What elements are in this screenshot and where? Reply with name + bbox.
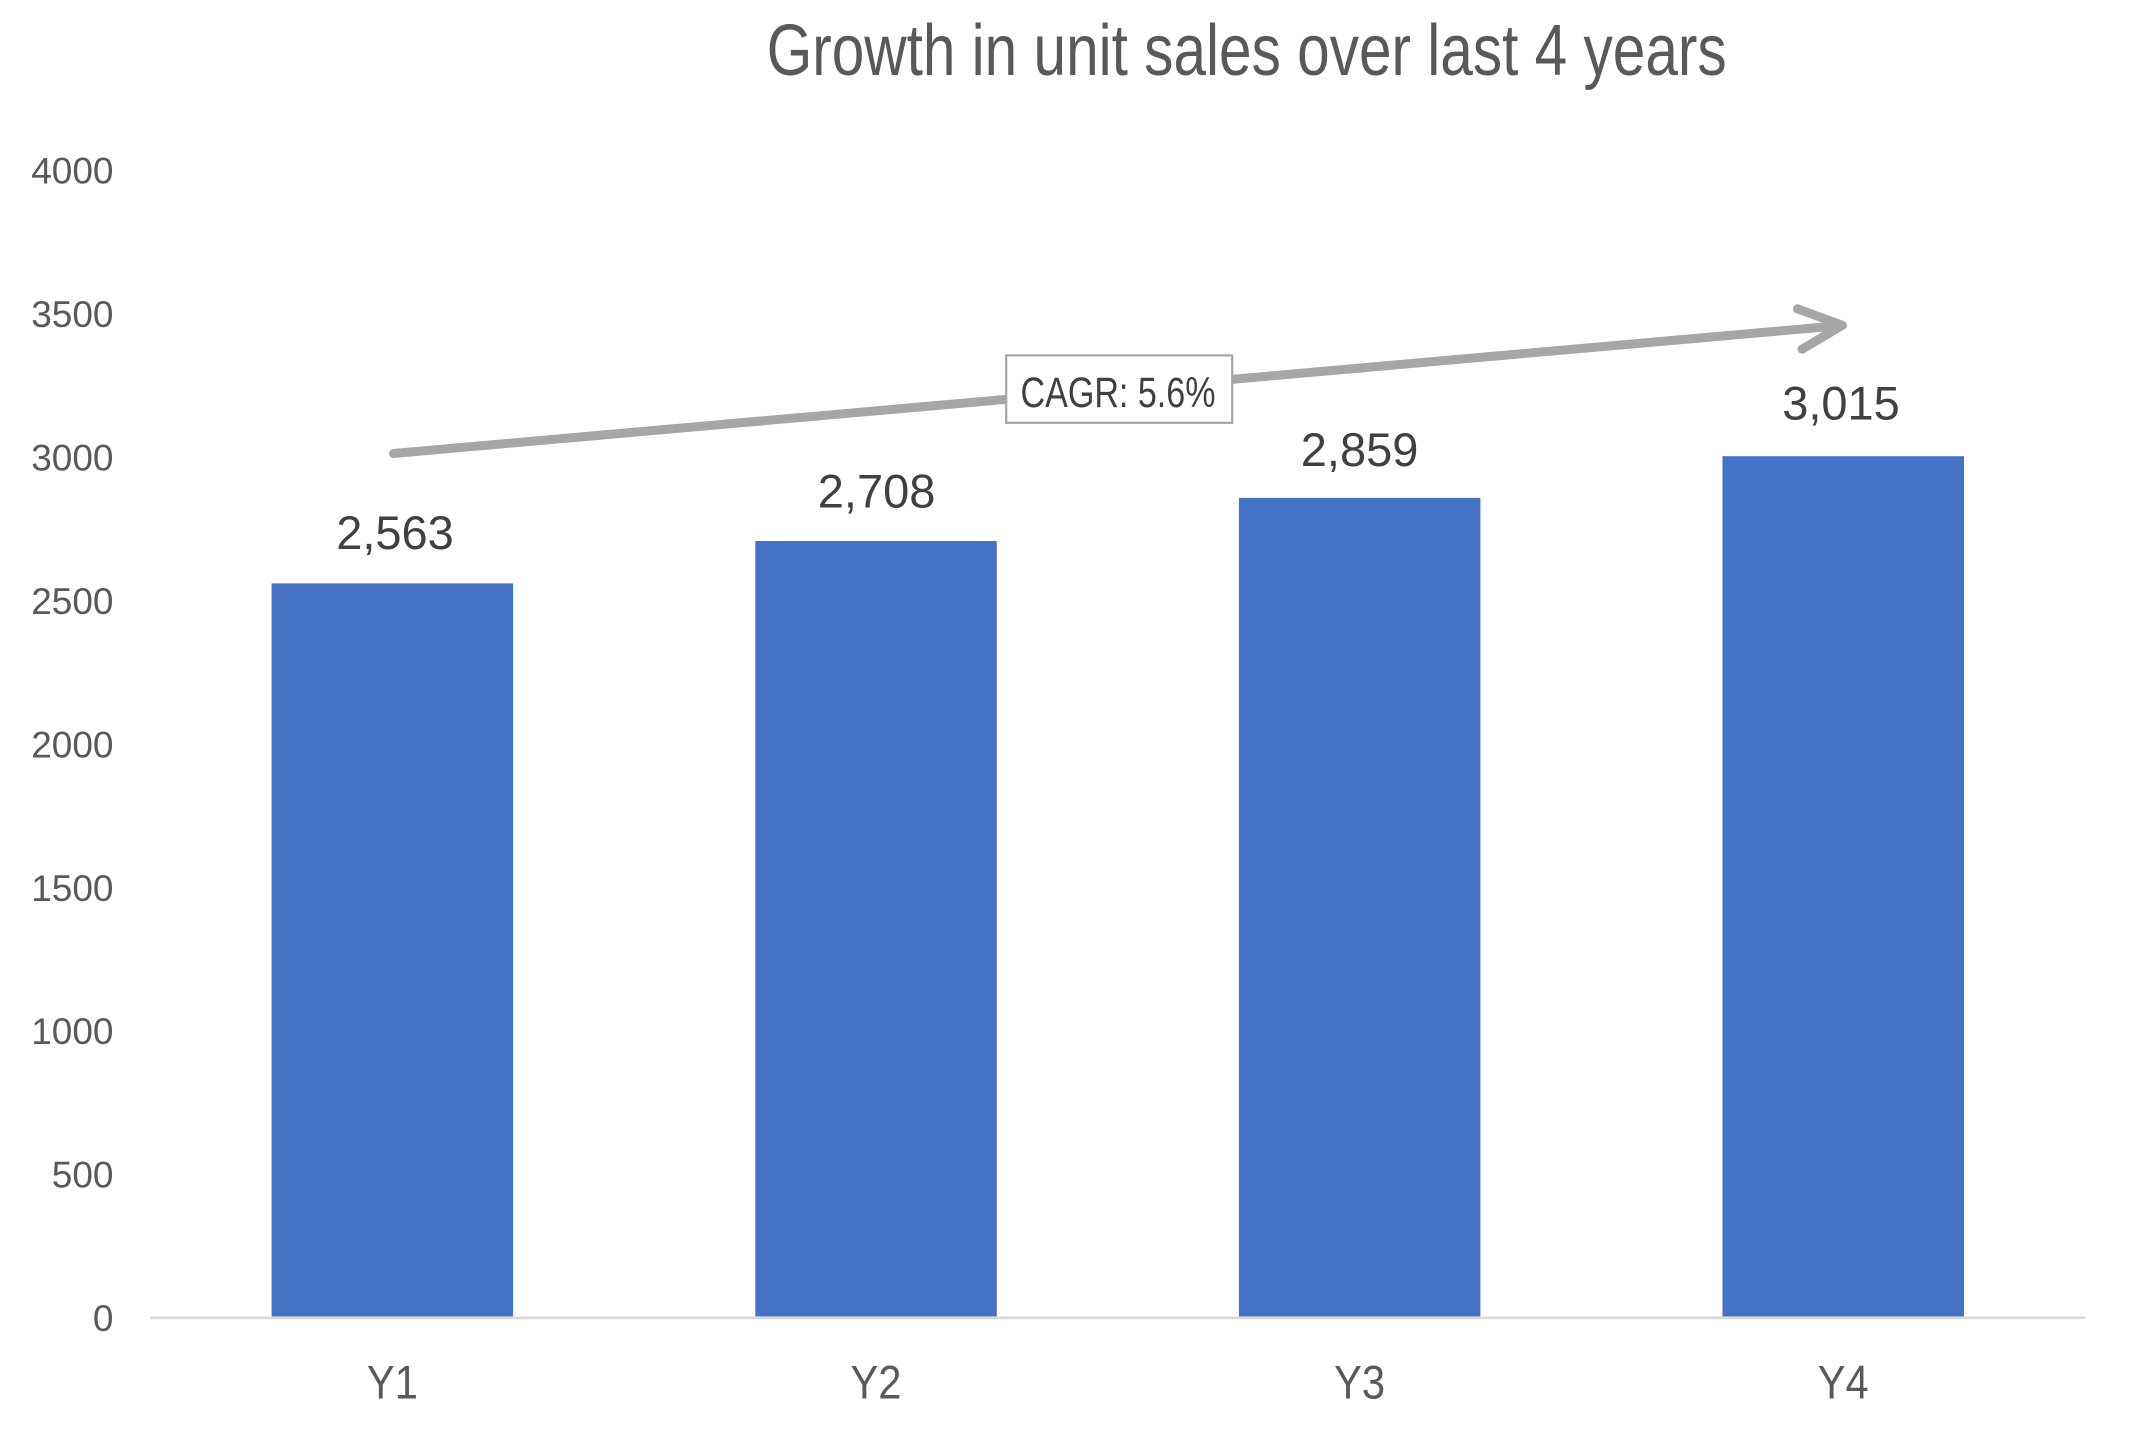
svg-text:CAGR: 5.6%: CAGR: 5.6% <box>1021 369 1216 417</box>
svg-text:4000: 4000 <box>31 150 113 191</box>
svg-text:2,859: 2,859 <box>1301 423 1419 476</box>
svg-text:2,563: 2,563 <box>336 506 454 559</box>
svg-text:Growth in unit sales over last: Growth in unit sales over last 4 years <box>767 11 1727 91</box>
svg-text:0: 0 <box>93 1298 114 1339</box>
svg-text:3500: 3500 <box>31 294 113 335</box>
svg-text:3,015: 3,015 <box>1782 377 1900 430</box>
svg-text:3000: 3000 <box>31 437 113 478</box>
svg-text:1500: 1500 <box>31 868 113 909</box>
svg-text:Y3: Y3 <box>1334 1356 1385 1409</box>
svg-text:2000: 2000 <box>31 724 113 765</box>
svg-text:2,708: 2,708 <box>818 465 936 518</box>
svg-text:500: 500 <box>52 1155 114 1196</box>
svg-text:Y2: Y2 <box>851 1356 902 1409</box>
svg-text:Y1: Y1 <box>367 1356 418 1409</box>
svg-text:1000: 1000 <box>31 1011 113 1052</box>
svg-text:2500: 2500 <box>31 581 113 622</box>
svg-text:Y4: Y4 <box>1818 1356 1869 1409</box>
